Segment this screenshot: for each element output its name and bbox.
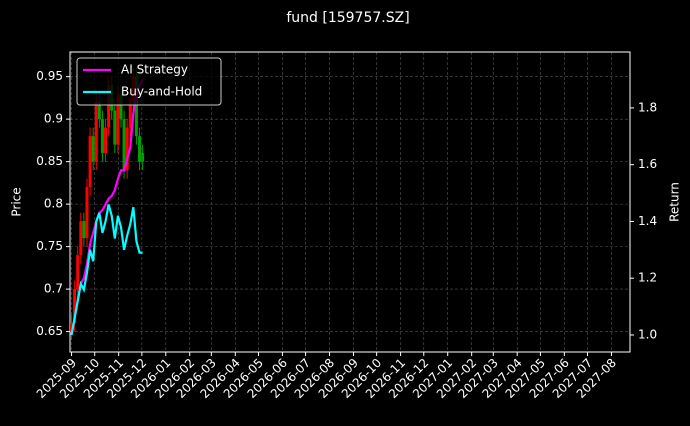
candle-body xyxy=(104,127,108,154)
legend-box xyxy=(76,57,222,106)
candle-body xyxy=(85,187,89,239)
y2-tick-label: 1.6 xyxy=(638,157,657,171)
candle-body xyxy=(73,289,77,324)
candle-body xyxy=(76,255,80,290)
y-axis-label: Price xyxy=(10,187,24,216)
candle-body xyxy=(70,323,74,332)
candle-body xyxy=(116,93,120,145)
return-line xyxy=(70,79,144,336)
candle-body xyxy=(97,102,101,120)
candle-body xyxy=(122,119,126,171)
y-tick-label: 0.95 xyxy=(36,69,63,83)
candle-body xyxy=(82,221,86,239)
candle-body xyxy=(128,102,132,128)
y-tick-label: 0.65 xyxy=(36,324,63,338)
candle-body xyxy=(91,136,95,162)
y-tick-label: 0.8 xyxy=(44,197,63,211)
y-tick-label: 0.75 xyxy=(36,239,63,253)
chart-title: fund [159757.SZ] xyxy=(286,10,409,26)
candle-body xyxy=(138,136,142,162)
candle-body xyxy=(119,93,123,120)
plot-frame xyxy=(69,51,631,353)
y2-tick-label: 1.0 xyxy=(638,327,657,341)
legend-label: AI Strategy xyxy=(121,63,188,77)
candle-body xyxy=(113,110,117,145)
y2-tick-label: 1.4 xyxy=(638,214,657,228)
candle-body xyxy=(100,119,104,154)
y2-tick-label: 1.8 xyxy=(638,100,657,114)
y-tick-label: 0.7 xyxy=(44,282,63,296)
y2-axis-label: Return xyxy=(668,182,682,222)
y-tick-label: 0.85 xyxy=(36,154,63,168)
candle-body xyxy=(141,153,145,162)
return-line xyxy=(70,204,143,336)
candle-body xyxy=(134,76,138,137)
legend: AI Strategy Buy-and-Hold xyxy=(76,57,222,106)
y2-tick-label: 1.2 xyxy=(638,271,657,285)
y-tick-label: 0.9 xyxy=(44,112,63,126)
candle-body xyxy=(88,136,92,188)
candle-body xyxy=(107,85,111,128)
candle-body xyxy=(125,127,129,171)
candle-body xyxy=(79,221,83,256)
candle-body xyxy=(94,102,98,162)
legend-label: Buy-and-Hold xyxy=(121,85,202,99)
